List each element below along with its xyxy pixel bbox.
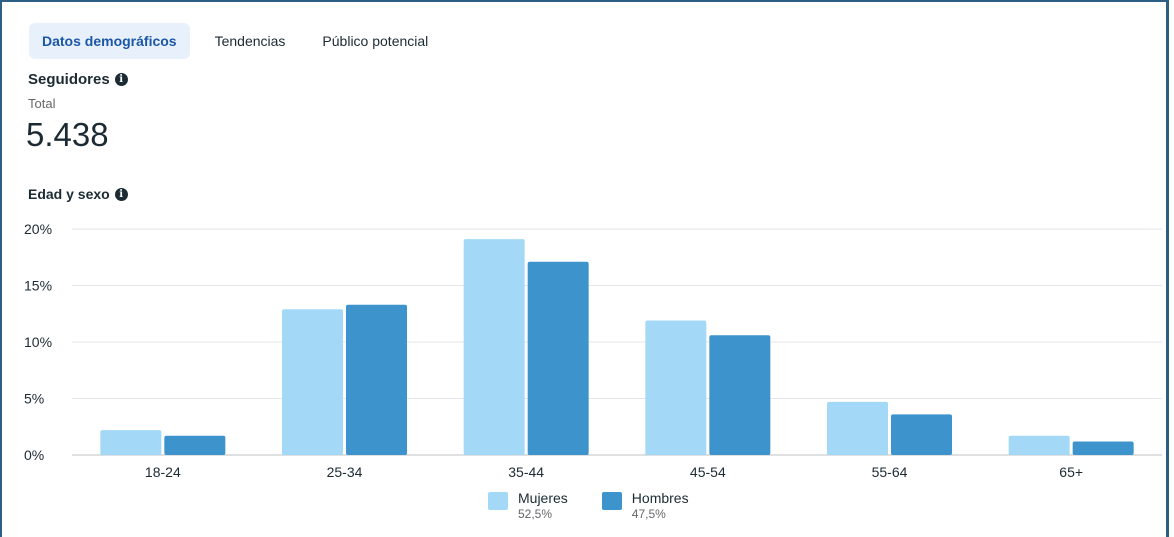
legend-label-men: Hombres (631, 490, 689, 506)
legend-percent-men: 47,5% (631, 507, 666, 521)
bar-women-55-64[interactable] (827, 401, 888, 455)
bar-women-35-44[interactable] (463, 239, 525, 455)
y-tick-label: 15% (24, 278, 52, 294)
x-tick-label: 35-44 (508, 464, 544, 480)
y-tick-label: 20% (24, 221, 52, 237)
age-gender-bar-chart: 0% 5% 10% 15% 20% 18-24 25-34 35-44 45-54 55-64 65… (24, 221, 1162, 480)
age-gender-heading: Edad y sexo i (28, 186, 128, 202)
age-gender-title: Edad y sexo (28, 186, 110, 202)
legend-item-women[interactable]: Mujeres 52,5% (488, 490, 568, 521)
legend-percent-women: 52,5% (518, 507, 553, 521)
bar-men-65+[interactable] (1072, 441, 1134, 455)
tab-trends[interactable]: Tendencias (214, 33, 286, 49)
x-tick-label: 45-54 (690, 464, 726, 480)
total-label: Total (28, 96, 56, 111)
x-tick-label: 55-64 (872, 464, 908, 480)
bar-men-55-64[interactable] (891, 414, 952, 455)
x-tick-label: 65+ (1059, 464, 1083, 480)
bar-women-45-54[interactable] (645, 320, 707, 455)
x-tick-label: 18-24 (145, 464, 181, 480)
bar-women-25-34[interactable] (282, 309, 343, 455)
bar-men-25-34[interactable] (346, 304, 407, 455)
followers-title: Seguidores (28, 71, 110, 88)
bar-women-65+[interactable] (1008, 435, 1070, 455)
chart-legend: Mujeres 52,5% Hombres 47,5% (488, 490, 723, 521)
bar-men-35-44[interactable] (527, 261, 589, 455)
bar-men-18-24[interactable] (164, 435, 226, 455)
info-icon[interactable]: i (114, 187, 128, 201)
legend-swatch-women (488, 492, 508, 510)
total-followers-value: 5.438 (26, 116, 109, 153)
bar-women-18-24[interactable] (100, 430, 162, 455)
legend-swatch-men (601, 492, 622, 510)
tab-demographics[interactable]: Datos demográficos (29, 23, 190, 59)
tab-potential-audience[interactable]: Público potencial (322, 33, 429, 49)
legend-label-women: Mujeres (518, 490, 568, 506)
y-tick-label: 0% (24, 447, 44, 463)
y-tick-label: 5% (24, 391, 44, 407)
x-tick-label: 25-34 (327, 464, 363, 480)
y-tick-label: 10% (24, 334, 52, 350)
info-icon[interactable]: i (114, 73, 128, 86)
legend-item-men[interactable]: Hombres 47,5% (601, 490, 689, 521)
tab-bar: Datos demográficos Tendencias Público po… (29, 23, 453, 59)
bar-men-45-54[interactable] (709, 335, 771, 455)
followers-heading: Seguidores i (28, 71, 128, 88)
